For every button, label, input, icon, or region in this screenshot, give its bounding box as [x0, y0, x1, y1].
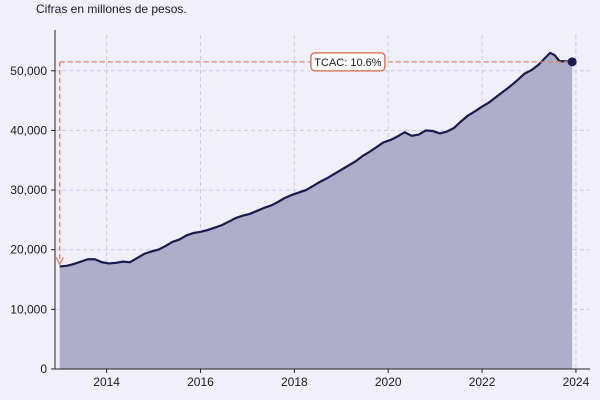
- end-point-marker: [567, 57, 577, 67]
- x-tick-label: 2018: [281, 375, 308, 389]
- y-tick-label: 20,000: [10, 243, 47, 257]
- y-tick-label: 30,000: [10, 183, 47, 197]
- chart-subtitle: Cifras en millones de pesos.: [36, 2, 187, 16]
- y-tick-label: 40,000: [10, 123, 47, 137]
- y-tick-label: 50,000: [10, 64, 47, 78]
- growth-annotation: TCAC: 10.6%: [55, 52, 573, 266]
- series-line: [59, 51, 573, 268]
- y-tick-label: 10,000: [10, 302, 47, 316]
- annotation-label: TCAC: 10.6%: [314, 57, 381, 69]
- annotation-arrowhead: [55, 257, 64, 266]
- x-tick-label: 2014: [93, 375, 120, 389]
- x-tick-label: 2022: [469, 375, 496, 389]
- annotation-label-box: [310, 52, 386, 72]
- x-tick-label: 2024: [563, 375, 590, 389]
- x-tick-label: 2020: [375, 375, 402, 389]
- x-tick-label: 2016: [187, 375, 214, 389]
- y-tick-label: 0: [40, 362, 47, 376]
- series-area: [59, 52, 573, 369]
